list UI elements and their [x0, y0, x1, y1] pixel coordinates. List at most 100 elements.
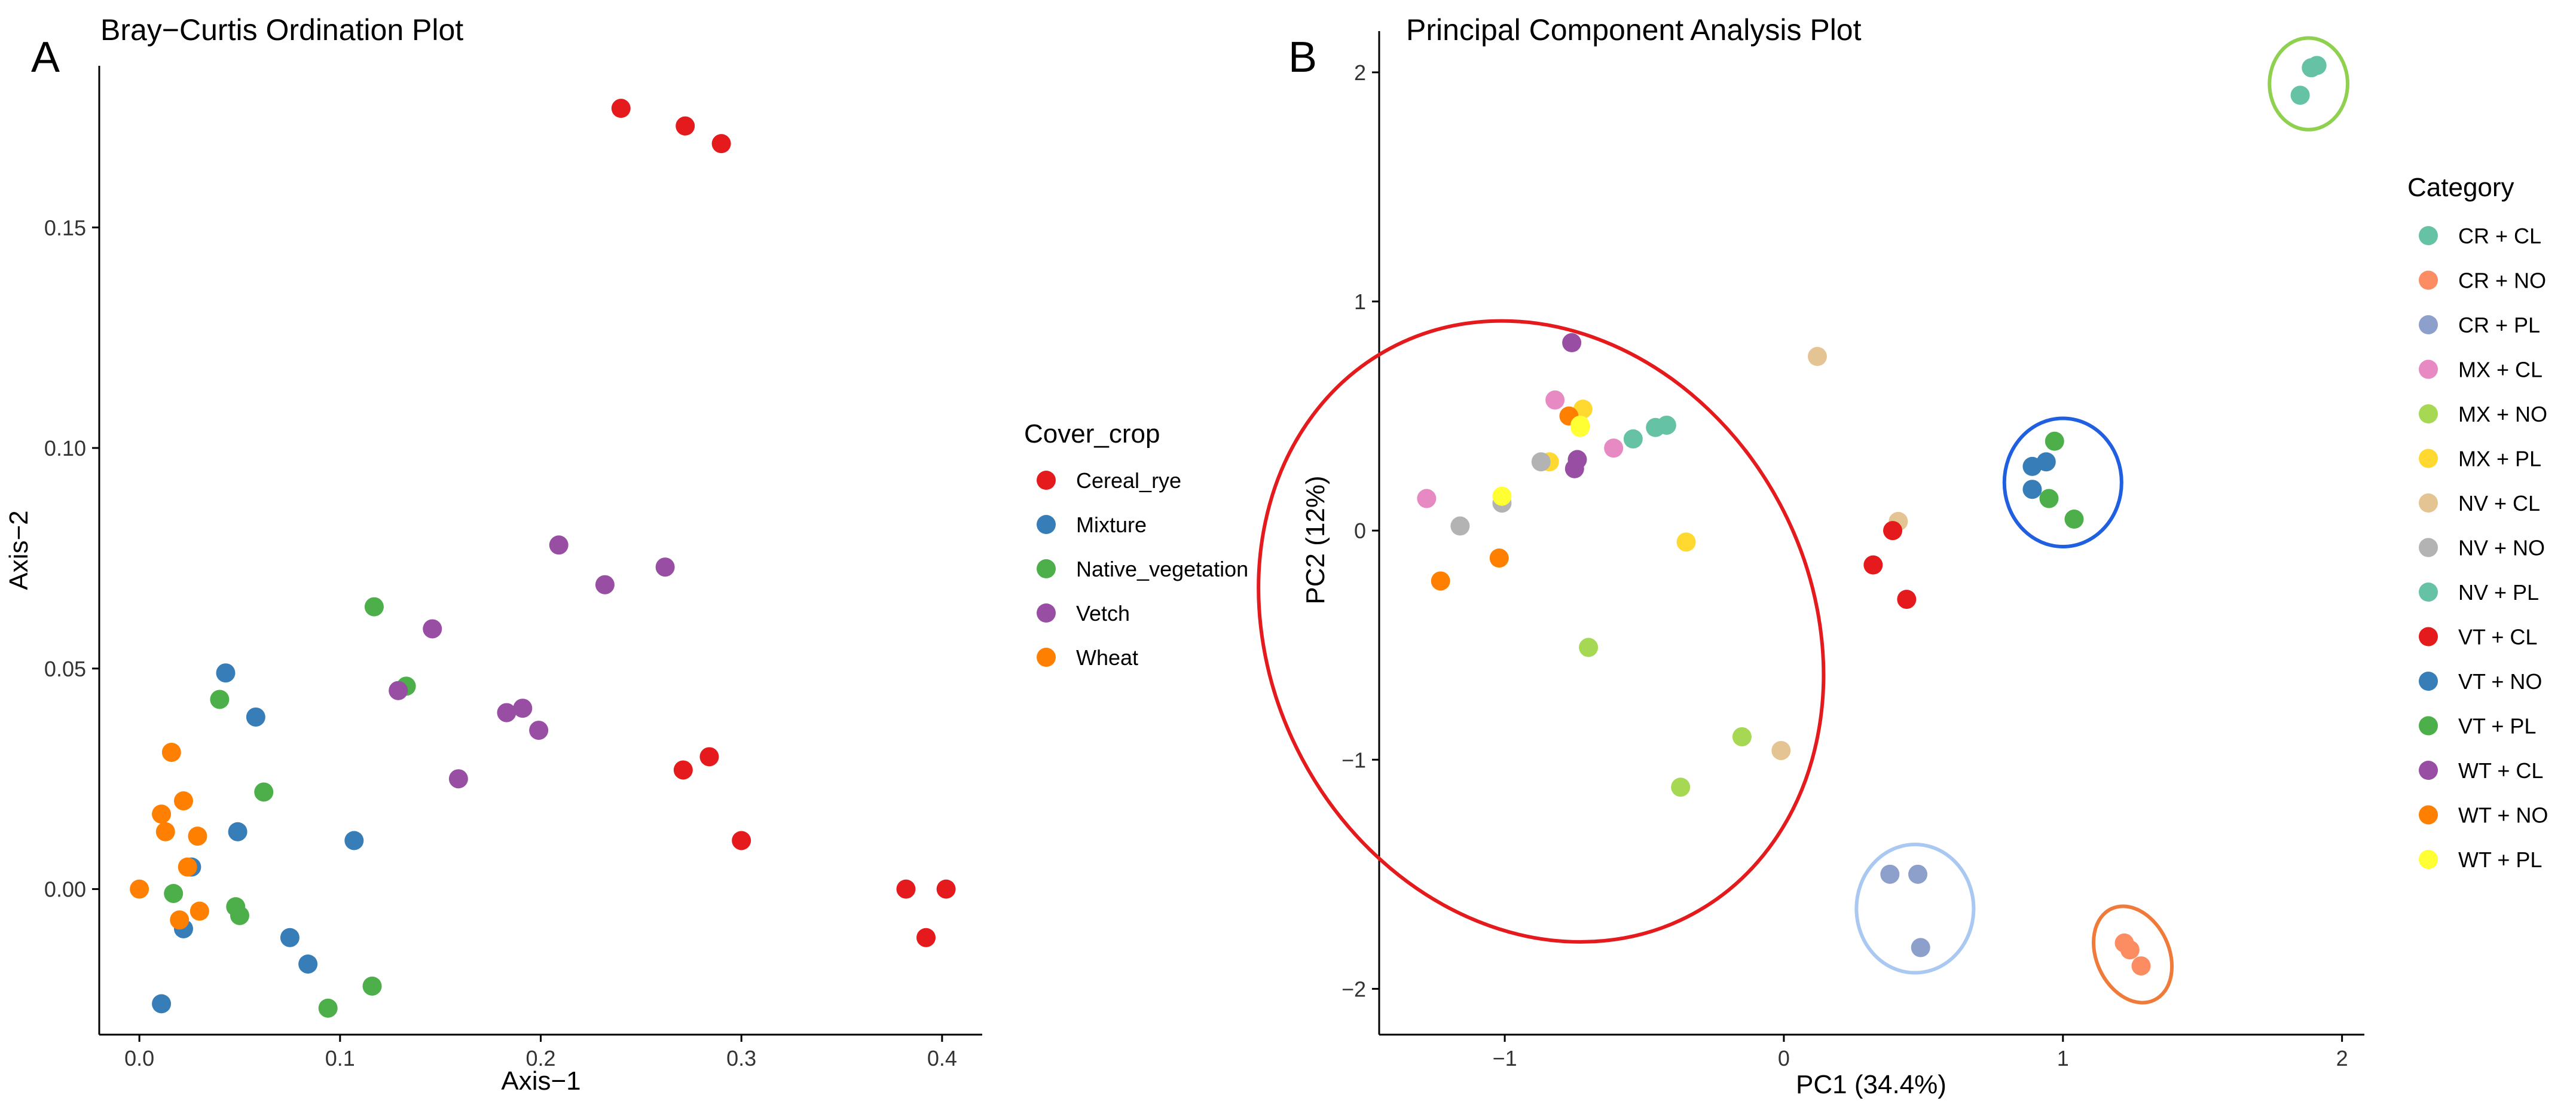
data-point	[2022, 480, 2042, 499]
legend-swatch	[1037, 648, 1056, 667]
data-point	[2039, 489, 2059, 508]
data-point	[318, 998, 338, 1018]
data-point	[152, 994, 172, 1014]
y-tick-label: 0.00	[44, 877, 86, 902]
legend-label: CR + PL	[2458, 313, 2540, 337]
confidence-ellipse	[1854, 843, 1976, 975]
data-point	[1908, 864, 1928, 884]
data-point	[178, 857, 197, 877]
y-tick-label: 0	[1354, 519, 1366, 543]
data-point	[1883, 521, 1903, 541]
data-point	[1545, 390, 1565, 410]
data-point	[228, 822, 247, 841]
panel-b-letter: B	[1288, 33, 1317, 81]
data-point	[1732, 727, 1752, 746]
legend-swatch	[2419, 761, 2438, 780]
legend-swatch	[2419, 716, 2438, 736]
legend-swatch	[2419, 538, 2438, 557]
data-point	[529, 721, 549, 740]
data-point	[1623, 429, 1643, 449]
data-point	[246, 707, 265, 727]
data-point	[1417, 489, 1437, 508]
data-point	[344, 831, 364, 850]
legend-label: WT + NO	[2458, 803, 2548, 828]
data-point	[2307, 56, 2327, 75]
legend-swatch	[2419, 270, 2438, 290]
legend-label: WT + CL	[2458, 758, 2543, 783]
data-point	[254, 782, 274, 802]
data-point	[216, 663, 236, 683]
data-point	[210, 690, 230, 709]
x-axis-label: PC1 (34.4%)	[1796, 1070, 1946, 1099]
x-tick-label: 0.3	[726, 1046, 756, 1071]
data-point	[1604, 438, 1624, 458]
data-point	[170, 910, 190, 930]
data-point	[896, 879, 916, 899]
data-point	[164, 883, 184, 903]
bray-curtis-panel: A Bray−Curtis Ordination Plot 0.0 0.1 0.2 0…	[4, 13, 1248, 1096]
x-tick-label: 0	[1778, 1046, 1790, 1071]
y-axis-label: PC2 (12%)	[1301, 475, 1330, 604]
pca-panel: B Principal Component Analysis Plot −1 0 1…	[1257, 13, 2548, 1099]
y-tick-label: 2	[1354, 60, 1366, 85]
data-point	[230, 905, 249, 925]
y-tick-label: 0.10	[44, 436, 86, 461]
legend-label: VT + CL	[2458, 625, 2537, 649]
data-point	[161, 742, 181, 762]
legend-swatch	[1037, 515, 1056, 534]
data-point	[1492, 486, 1512, 506]
data-point	[1489, 548, 1509, 568]
data-point	[280, 928, 300, 947]
legend-label: WT + PL	[2458, 847, 2542, 872]
legend-title: Cover_crop	[1024, 419, 1160, 449]
data-point	[423, 619, 442, 639]
data-point	[130, 879, 149, 899]
legend-swatch	[2419, 627, 2438, 647]
data-point	[1570, 417, 1590, 437]
data-point	[673, 760, 693, 780]
confidence-ellipse	[1257, 319, 1826, 944]
legend-label: CR + NO	[2458, 269, 2546, 293]
data-point	[497, 703, 517, 722]
confidence-ellipse	[2091, 904, 2174, 1005]
data-point	[699, 747, 719, 767]
legend-swatch	[2419, 315, 2438, 334]
panel-a-letter: A	[31, 33, 60, 81]
data-point	[1531, 452, 1551, 472]
data-point	[1579, 638, 1599, 657]
data-point	[1807, 347, 1827, 367]
legend-swatch	[1037, 603, 1056, 623]
data-point	[655, 557, 675, 577]
data-point	[364, 597, 384, 617]
data-point	[155, 822, 175, 841]
y-axis-label: Axis−2	[4, 510, 33, 590]
data-point	[1671, 777, 1691, 797]
data-point	[2036, 452, 2056, 472]
x-axis-label: Axis−1	[501, 1066, 580, 1096]
legend-swatch	[2419, 226, 2438, 245]
x-tick-label: 0.2	[525, 1046, 555, 1071]
data-point	[2064, 510, 2084, 529]
x-tick-label: 0.4	[927, 1046, 957, 1071]
data-point	[2120, 940, 2140, 960]
data-point	[1676, 532, 1696, 552]
data-point	[2045, 431, 2064, 451]
data-point	[549, 535, 569, 555]
legend-label: NV + NO	[2458, 536, 2545, 560]
y-tick-label: −1	[1342, 748, 1366, 772]
x-tick-label: 0.1	[325, 1046, 355, 1071]
x-tick-label: −1	[1493, 1046, 1517, 1071]
data-point	[1863, 555, 1883, 575]
legend-swatch	[1037, 559, 1056, 578]
legend-label: Vetch	[1076, 601, 1130, 626]
data-point	[448, 769, 468, 789]
data-point	[1897, 590, 1917, 609]
legend-swatch	[2419, 404, 2438, 423]
legend-label: MX + NO	[2458, 402, 2547, 426]
chart-title: Principal Component Analysis Plot	[1406, 13, 1862, 47]
data-point	[362, 976, 382, 996]
chart-title: Bray−Curtis Ordination Plot	[100, 13, 463, 47]
x-tick-label: 1	[2057, 1046, 2069, 1071]
data-point	[1562, 333, 1582, 353]
